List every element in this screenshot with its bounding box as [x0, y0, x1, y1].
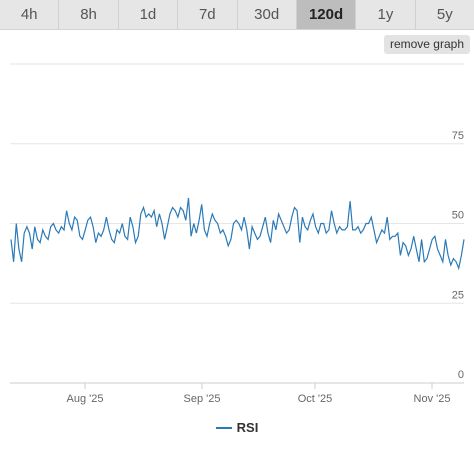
rsi-series-line	[10, 197, 465, 271]
time-range-tabs: 4h 8h 1d 7d 30d 120d 1y 5y	[0, 0, 474, 30]
y-tick-label: 0	[458, 369, 464, 381]
tab-4h[interactable]: 4h	[0, 0, 60, 29]
x-tick-label: Oct '25	[298, 393, 333, 405]
tab-7d[interactable]: 7d	[178, 0, 238, 29]
y-axis-labels: 0 25 50 75	[452, 130, 464, 381]
tab-1d[interactable]: 1d	[119, 0, 179, 29]
y-tick-label: 75	[452, 130, 464, 142]
x-tick-label: Aug '25	[67, 393, 104, 405]
tab-8h[interactable]: 8h	[59, 0, 119, 29]
x-axis: Aug '25 Sep '25 Oct '25 Nov '25	[67, 383, 451, 405]
chart-gridlines	[10, 63, 464, 384]
y-tick-label: 25	[452, 289, 464, 301]
tab-1y[interactable]: 1y	[356, 0, 416, 29]
tab-30d[interactable]: 30d	[238, 0, 297, 29]
tab-5y[interactable]: 5y	[436, 6, 453, 23]
legend-label-rsi: RSI	[236, 420, 259, 435]
chart-legend[interactable]: RSI	[0, 420, 474, 435]
x-tick-label: Nov '25	[414, 393, 451, 405]
legend-line-icon	[215, 426, 232, 429]
tab-120d[interactable]: 120d	[296, 0, 357, 29]
x-tick-label: Sep '25	[184, 393, 221, 405]
remove-graph-button[interactable]: remove graph	[383, 35, 470, 54]
y-tick-label: 50	[452, 210, 464, 222]
